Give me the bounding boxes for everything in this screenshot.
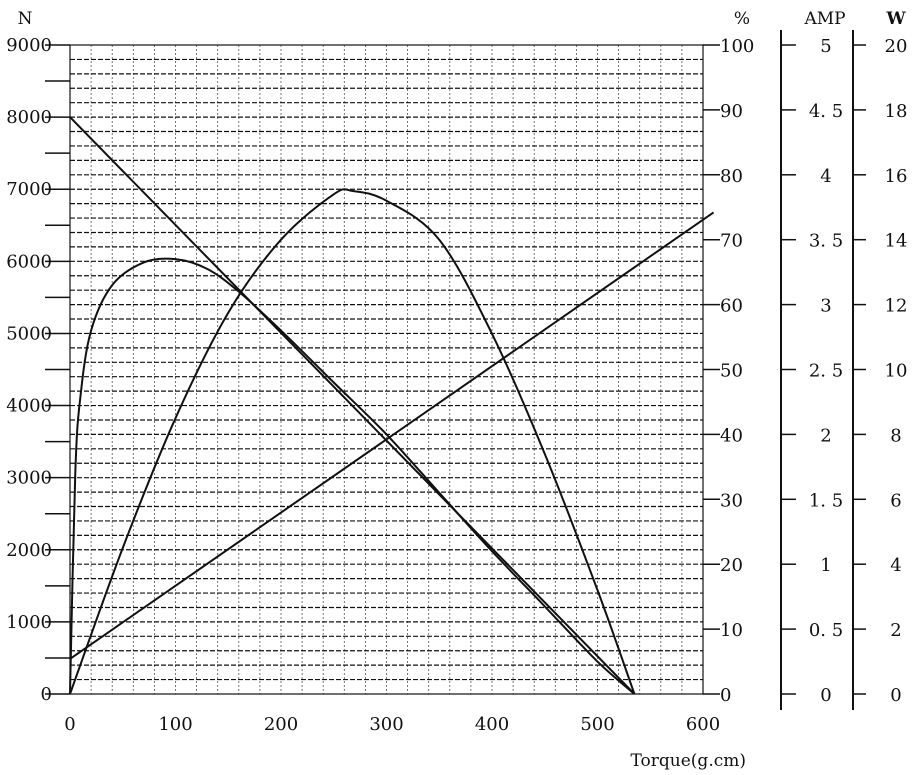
current-tick-label: 0. 5 bbox=[809, 620, 843, 641]
power-unit-label: W bbox=[885, 9, 906, 29]
speed-unit-label: N bbox=[18, 9, 33, 29]
efficiency-tick-label: 40 bbox=[720, 425, 743, 446]
efficiency-tick-label: 0 bbox=[720, 685, 731, 706]
current-tick-label: 4. 5 bbox=[809, 101, 843, 122]
efficiency-tick-label: 100 bbox=[720, 36, 754, 57]
current-tick-label: 2 bbox=[820, 425, 831, 446]
current-tick-label: 1. 5 bbox=[809, 490, 843, 511]
axis-labels: 0100020003000400050006000700080009000N01… bbox=[6, 9, 907, 771]
power-tick-label: 2 bbox=[890, 620, 901, 641]
speed-curve bbox=[69, 116, 636, 695]
x-tick-label: 200 bbox=[264, 714, 298, 735]
efficiency-tick-label: 20 bbox=[720, 555, 743, 576]
power-curve bbox=[69, 188, 636, 695]
x-tick-label: 300 bbox=[369, 714, 403, 735]
speed-tick-label: 3000 bbox=[6, 468, 52, 489]
speed-tick-label: 9000 bbox=[6, 35, 52, 56]
current-curve bbox=[69, 211, 715, 660]
efficiency-tick-label: 70 bbox=[720, 231, 743, 252]
x-tick-label: 0 bbox=[64, 714, 75, 735]
efficiency-tick-label: 60 bbox=[720, 296, 743, 317]
speed-tick-label: 0 bbox=[41, 684, 52, 705]
efficiency-tick-label: 90 bbox=[720, 101, 743, 122]
grid bbox=[70, 45, 703, 694]
current-tick-label: 0 bbox=[820, 685, 831, 706]
x-tick-label: 100 bbox=[158, 714, 192, 735]
efficiency-unit-label: % bbox=[734, 9, 750, 29]
speed-tick-label: 1000 bbox=[6, 612, 52, 633]
current-tick-label: 1 bbox=[820, 555, 831, 576]
power-tick-label: 14 bbox=[885, 231, 908, 252]
x-axis-title: Torque(g.cm) bbox=[631, 751, 746, 771]
current-tick-label: 3. 5 bbox=[809, 231, 843, 252]
speed-tick-label: 7000 bbox=[6, 179, 52, 200]
speed-tick-label: 2000 bbox=[6, 540, 52, 561]
speed-tick-label: 6000 bbox=[6, 251, 52, 272]
power-tick-label: 0 bbox=[890, 685, 901, 706]
efficiency-tick-label: 30 bbox=[720, 490, 743, 511]
speed-tick-label: 5000 bbox=[6, 323, 52, 344]
power-tick-label: 6 bbox=[890, 490, 901, 511]
power-tick-label: 18 bbox=[885, 101, 908, 122]
speed-tick-label: 4000 bbox=[6, 396, 52, 417]
efficiency-tick-label: 10 bbox=[720, 620, 743, 641]
power-tick-label: 10 bbox=[885, 361, 908, 382]
x-tick-label: 500 bbox=[580, 714, 614, 735]
power-tick-label: 8 bbox=[890, 425, 901, 446]
current-tick-label: 2. 5 bbox=[809, 361, 843, 382]
current-unit-label: AMP bbox=[803, 9, 845, 29]
x-tick-label: 400 bbox=[475, 714, 509, 735]
current-tick-label: 5 bbox=[820, 36, 831, 57]
power-tick-label: 16 bbox=[885, 166, 908, 187]
efficiency-curve bbox=[69, 257, 636, 695]
efficiency-tick-label: 50 bbox=[720, 361, 743, 382]
axes bbox=[45, 30, 866, 710]
speed-tick-label: 8000 bbox=[6, 107, 52, 128]
power-tick-label: 20 bbox=[885, 36, 908, 57]
curves bbox=[69, 116, 715, 695]
current-tick-label: 4 bbox=[820, 166, 831, 187]
current-tick-label: 3 bbox=[820, 296, 831, 317]
x-tick-label: 600 bbox=[686, 714, 720, 735]
power-tick-label: 4 bbox=[890, 555, 901, 576]
power-tick-label: 12 bbox=[885, 296, 908, 317]
efficiency-tick-label: 80 bbox=[720, 166, 743, 187]
